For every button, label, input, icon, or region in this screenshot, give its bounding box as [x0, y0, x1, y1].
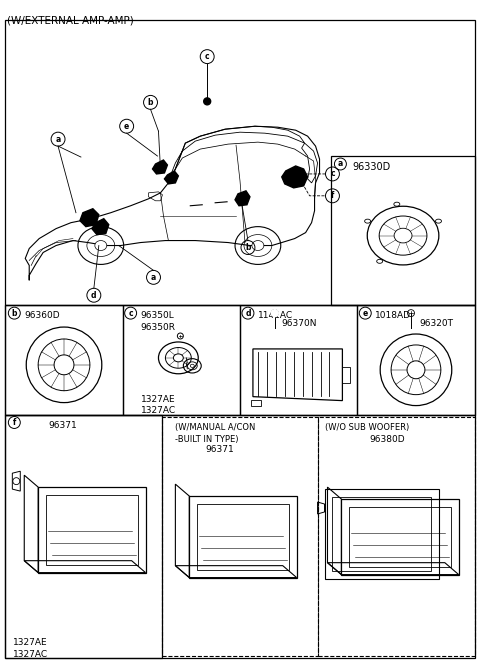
Text: 96350L
96350R: 96350L 96350R — [141, 311, 176, 332]
Circle shape — [204, 98, 211, 105]
Bar — [5, 305, 123, 415]
Text: 96330D: 96330D — [352, 162, 391, 172]
Text: d: d — [245, 309, 251, 317]
Text: f: f — [331, 191, 334, 201]
Polygon shape — [165, 171, 179, 184]
Bar — [5, 20, 475, 305]
Ellipse shape — [252, 240, 264, 250]
Bar — [251, 400, 261, 405]
Text: b: b — [12, 309, 17, 317]
Text: 96371: 96371 — [48, 421, 77, 431]
Text: 1327AE
1327AC: 1327AE 1327AC — [141, 395, 176, 415]
Text: e: e — [124, 121, 129, 131]
Text: e: e — [363, 309, 368, 317]
Polygon shape — [153, 160, 168, 174]
Text: 96371: 96371 — [206, 446, 235, 454]
Bar — [162, 417, 318, 656]
Text: (W/O SUB WOOFER): (W/O SUB WOOFER) — [324, 423, 409, 433]
Bar — [240, 305, 357, 415]
Text: 1141AC: 1141AC — [258, 311, 293, 320]
Bar — [123, 305, 240, 415]
Text: c: c — [128, 309, 133, 317]
Bar — [357, 305, 475, 415]
Text: 1327AE
1327AC: 1327AE 1327AC — [13, 638, 48, 659]
Ellipse shape — [95, 240, 107, 250]
Text: (W/EXTERNAL AMP-AMP): (W/EXTERNAL AMP-AMP) — [7, 16, 134, 26]
Text: 96320T: 96320T — [419, 319, 453, 328]
Circle shape — [271, 309, 278, 317]
Text: 96370N: 96370N — [282, 319, 317, 328]
Text: b: b — [148, 98, 153, 107]
Text: 96380D: 96380D — [369, 435, 405, 444]
Bar — [332, 156, 475, 305]
Text: (W/MANUAL A/CON
-BUILT IN TYPE): (W/MANUAL A/CON -BUILT IN TYPE) — [175, 423, 256, 444]
Text: d: d — [91, 291, 96, 300]
Polygon shape — [92, 219, 109, 235]
Text: a: a — [151, 273, 156, 282]
Text: a: a — [55, 135, 60, 144]
Polygon shape — [80, 209, 99, 227]
Text: a: a — [338, 160, 343, 168]
Text: c: c — [330, 170, 335, 178]
Polygon shape — [235, 191, 250, 206]
Bar — [318, 417, 475, 656]
Text: 1018AD: 1018AD — [375, 311, 411, 320]
Bar — [5, 305, 475, 415]
Polygon shape — [282, 166, 308, 188]
Bar — [5, 415, 162, 658]
Bar — [5, 415, 475, 658]
Text: 96360D: 96360D — [24, 311, 60, 320]
Text: f: f — [12, 418, 16, 427]
Text: b: b — [245, 243, 251, 252]
Text: c: c — [205, 52, 209, 61]
